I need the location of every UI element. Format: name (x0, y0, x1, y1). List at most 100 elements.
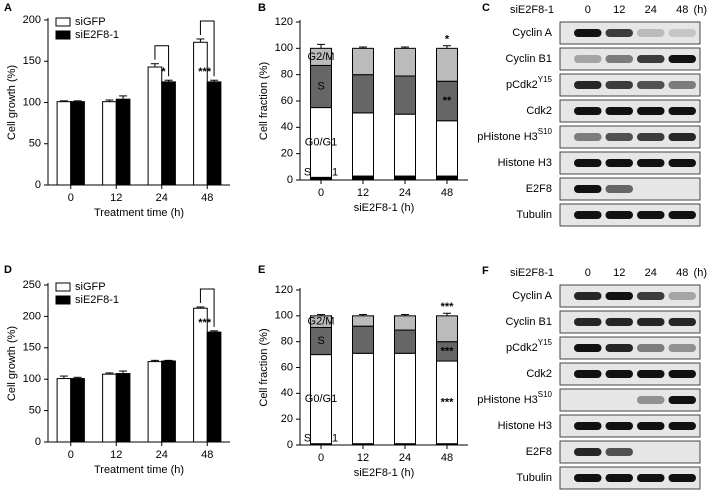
panel-label: F (482, 265, 489, 277)
x-tick-label: 48 (201, 449, 213, 461)
blot-band (574, 185, 602, 193)
bar (161, 360, 176, 443)
blot-row-name: E2F8 (526, 183, 552, 195)
panel-label: D (4, 264, 12, 276)
blot-band (605, 344, 633, 352)
blot-band (574, 159, 602, 167)
error-bar (443, 312, 451, 316)
blot-row-name: Histone H3 (498, 420, 552, 432)
blot-band (637, 107, 665, 115)
blot-row-label: pHistone H3S10 (477, 127, 552, 143)
x-tick-label: 0 (318, 187, 324, 199)
stacked-bar-segment (436, 315, 458, 343)
blot-band (668, 81, 696, 89)
blot-row-name: Cyclin B1 (506, 53, 552, 65)
stacked-bar-segment (394, 315, 416, 331)
x-tick-label: 12 (357, 452, 369, 464)
stacked-bar-segment (394, 75, 416, 115)
y-tick-label: 100 (275, 310, 293, 322)
y-tick-label: 80 (281, 336, 293, 348)
blot-band (637, 211, 665, 219)
x-tick-label: 0 (318, 452, 324, 464)
blot-band (668, 159, 696, 167)
x-tick-label: 48 (201, 192, 213, 204)
y-tick-label: 150 (23, 55, 41, 67)
y-tick-label: 0 (287, 439, 293, 451)
blot-row-name: pHistone H3 (477, 394, 538, 406)
error-bar (317, 43, 325, 49)
blot-row-label: pHistone H3S10 (477, 390, 552, 406)
stacked-bar-segment (352, 112, 374, 177)
blot-band (637, 474, 665, 482)
y-tick-label: 200 (23, 310, 41, 322)
stacked-bar-segment (352, 315, 374, 327)
blot-column-label: 12 (613, 267, 625, 279)
blot-band (574, 318, 602, 326)
significance-label: ** (443, 95, 452, 107)
blot-row-sup: Y15 (538, 338, 553, 347)
blot-row-name: Tubulin (516, 209, 552, 221)
blot-column-label: 0 (585, 267, 591, 279)
error-bar (317, 314, 325, 316)
blot-band (637, 370, 665, 378)
legend-swatch (55, 17, 71, 27)
stacked-bar-segment (436, 47, 458, 82)
blot-row-name: Cyclin B1 (506, 316, 552, 328)
blot-band (605, 474, 633, 482)
segment-label: S (317, 335, 324, 347)
bar (70, 378, 85, 443)
stacked-bar-segment (436, 175, 458, 181)
stacked-bar-segment (352, 325, 374, 354)
y-tick-label: 0 (35, 179, 41, 191)
blot-strip (559, 388, 701, 412)
segment-label: G0/G1 (305, 393, 337, 405)
x-axis-label: Treatment time (h) (94, 464, 184, 476)
blot-row-name: pCdk2 (506, 342, 538, 354)
significance-label: * (161, 66, 166, 78)
blot-band (668, 474, 696, 482)
significance-label: *** (198, 66, 212, 78)
panel-label: A (4, 2, 12, 14)
y-tick-label: 100 (275, 42, 293, 54)
significance-bracket (199, 20, 215, 77)
legend-label: siGFP (75, 16, 106, 28)
legend-swatch (55, 30, 71, 40)
blot-row-name: pHistone H3 (477, 131, 538, 143)
blot-row-label: pCdk2Y15 (506, 75, 553, 91)
stacked-bar-segment (394, 352, 416, 445)
y-axis-label: Cell growth (%) (6, 326, 18, 401)
legend-label: siE2F8-1 (75, 294, 119, 306)
stacked-bar-segment (394, 47, 416, 77)
blot-row-sup: S10 (538, 127, 553, 136)
blot-row-label: E2F8 (526, 183, 552, 195)
blot-row-name: Histone H3 (498, 157, 552, 169)
blot-row-name: Cdk2 (526, 368, 552, 380)
significance-label: *** (441, 301, 455, 313)
segment-label: G2/M (308, 51, 335, 63)
blot-band (574, 211, 602, 219)
blot-column-label: 48 (676, 267, 688, 279)
blot-band (668, 344, 696, 352)
blot-header: siE2F8-1 (510, 4, 554, 16)
significance-label: *** (441, 345, 455, 357)
significance-label: *** (441, 396, 455, 408)
blot-row-name: E2F8 (526, 446, 552, 458)
blot-band (668, 133, 696, 141)
bar (206, 81, 222, 186)
blot-row-name: Tubulin (516, 472, 552, 484)
error-bar (119, 95, 128, 100)
stacked-bar-segment (394, 329, 416, 354)
blot-column-label: 0 (585, 4, 591, 16)
blot-band (668, 318, 696, 326)
blot-band (637, 55, 665, 63)
x-tick-label: 24 (399, 452, 411, 464)
y-tick-label: 60 (281, 361, 293, 373)
blot-row-name: Cyclin A (512, 290, 552, 302)
blot-column-label: 24 (645, 4, 657, 16)
blot-column-label: 12 (613, 4, 625, 16)
y-tick-label: 0 (35, 436, 41, 448)
stacked-bar-segment (352, 352, 374, 445)
y-axis-label: Cell fraction (%) (258, 62, 270, 140)
bar (56, 101, 72, 186)
blot-row-label: E2F8 (526, 446, 552, 458)
